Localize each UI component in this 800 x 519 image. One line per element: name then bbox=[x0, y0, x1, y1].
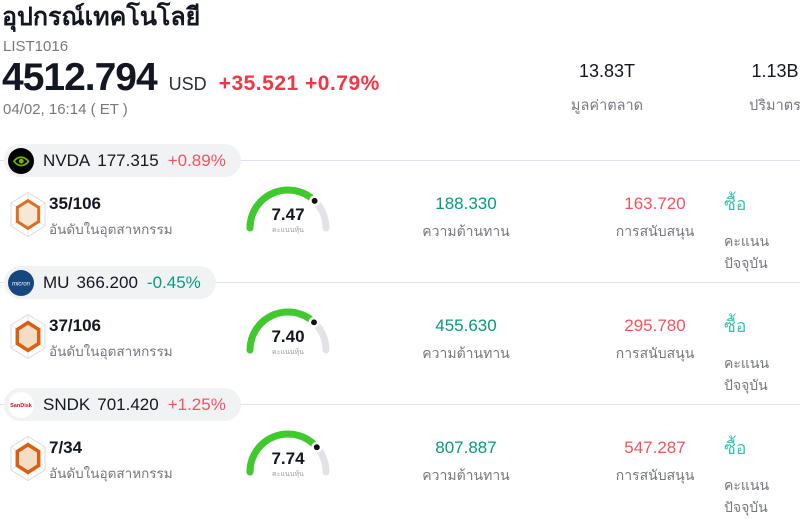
rating-column: ซื้อ คะแนนปัจจุบัน bbox=[724, 190, 800, 275]
index-currency: USD bbox=[168, 74, 207, 94]
stock-score-gauge: 7.40 คะแนนหุ้น bbox=[242, 304, 334, 360]
industry-rank-value: 7/34 bbox=[49, 438, 83, 457]
index-change: +35.521 +0.79% bbox=[218, 72, 380, 95]
industry-rank-value: 35/106 bbox=[49, 194, 101, 213]
support-column: 547.287 การสนับสนุน bbox=[585, 438, 725, 487]
support-value: 547.287 bbox=[624, 438, 686, 457]
index-price: 4512.794 bbox=[2, 56, 158, 99]
industry-rank-label: อันดับในอุตสาหกรรม bbox=[49, 466, 173, 481]
support-column: 163.720 การสนับสนุน bbox=[585, 194, 725, 243]
stock-score-value: 7.40 bbox=[271, 327, 305, 346]
ticker-change: +1.25% bbox=[167, 394, 226, 414]
resistance-label: ความต้านทาน bbox=[422, 467, 510, 483]
page-title: อุปกรณ์เทคโนโลยี bbox=[2, 3, 201, 31]
stat-market-cap: 13.83T มูลค่าตลาด bbox=[552, 61, 662, 117]
support-label: การสนับสนุน bbox=[615, 467, 695, 483]
industry-rank-label: อันดับในอุตสาหกรรม bbox=[49, 344, 173, 359]
support-value: 163.720 bbox=[624, 194, 686, 213]
rating-column: ซื้อ คะแนนปัจจุบัน bbox=[724, 312, 800, 397]
ticker-change: -0.45% bbox=[146, 272, 201, 292]
industry-rank-label: อันดับในอุตสาหกรรม bbox=[49, 222, 173, 237]
sandisk-logo-icon: SanDisk bbox=[8, 391, 34, 418]
ticker-price: 701.420 bbox=[97, 394, 159, 414]
stock-score-label: คะแนนหุ้น bbox=[272, 471, 304, 478]
rating-label: คะแนนปัจจุบัน bbox=[724, 233, 770, 271]
ticker-change: +0.89% bbox=[167, 150, 226, 170]
support-value: 295.780 bbox=[624, 316, 686, 335]
resistance-value: 455.630 bbox=[435, 316, 497, 335]
market-cap-value: 13.83T bbox=[578, 61, 636, 81]
support-column: 295.780 การสนับสนุน bbox=[585, 316, 725, 365]
ticker-symbol: MU bbox=[43, 272, 70, 292]
industry-rank-block: 35/106 อันดับในอุตสาหกรรม bbox=[49, 194, 173, 240]
stock-score-gauge: 7.47 คะแนนหุ้น bbox=[242, 182, 334, 238]
industry-rank-hexagon-icon bbox=[10, 435, 46, 482]
gauge-arc bbox=[246, 186, 330, 232]
industry-rank-hexagon-icon bbox=[10, 191, 46, 238]
stock-score-label: คะแนนหุ้น bbox=[272, 227, 304, 234]
industry-rank-hexagon-icon bbox=[10, 313, 46, 360]
resistance-label: ความต้านทาน bbox=[422, 345, 510, 361]
ticker-symbol: SNDK bbox=[43, 394, 91, 414]
stock-row-mu: micron MU 366.200 -0.45% 37/106 อันดับใน… bbox=[0, 266, 800, 393]
ticker-pill-nvda[interactable]: NVDA 177.315 +0.89% bbox=[4, 144, 241, 177]
ticker-symbol: NVDA bbox=[43, 150, 91, 170]
index-price-line: 4512.794 USD +35.521 +0.79% bbox=[2, 56, 380, 100]
resistance-value: 188.330 bbox=[435, 194, 497, 213]
gauge-arc bbox=[246, 430, 330, 476]
rating-column: ซื้อ คะแนนปัจจุบัน bbox=[724, 434, 800, 519]
tech-index-widget: { "header": { "title": "อุปกรณ์เทคโนโลยี… bbox=[0, 3, 800, 515]
stock-score-value: 7.47 bbox=[271, 205, 305, 224]
resistance-value: 807.887 bbox=[435, 438, 497, 457]
ticker-pill-sndk[interactable]: SanDisk SNDK 701.420 +1.25% bbox=[4, 388, 241, 421]
industry-rank-block: 37/106 อันดับในอุตสาหกรรม bbox=[49, 316, 173, 362]
rating-label: คะแนนปัจจุบัน bbox=[724, 355, 770, 393]
market-cap-label: มูลค่าตลาด bbox=[570, 98, 644, 114]
symbol-code: LIST1016 bbox=[3, 38, 69, 55]
resistance-column: 455.630 ความต้านทาน bbox=[396, 316, 536, 365]
nvidia-eye-logo-icon bbox=[8, 147, 34, 174]
volume-label: ปริมาตร bbox=[749, 98, 800, 114]
stock-score-gauge: 7.74 คะแนนหุ้น bbox=[242, 426, 334, 482]
buy-rating-link[interactable]: ซื้อ bbox=[724, 194, 747, 214]
svg-text:micron: micron bbox=[12, 281, 31, 287]
ticker-price: 366.200 bbox=[76, 272, 138, 292]
buy-rating-link[interactable]: ซื้อ bbox=[724, 316, 747, 336]
svg-text:SanDisk: SanDisk bbox=[10, 403, 33, 409]
industry-rank-value: 37/106 bbox=[49, 316, 101, 335]
resistance-label: ความต้านทาน bbox=[422, 223, 510, 239]
volume-value: 1.13B bbox=[751, 61, 799, 81]
gauge-arc bbox=[246, 308, 330, 354]
stat-volume: 1.13B ปริมาตร bbox=[720, 61, 800, 117]
stock-row-sndk: SanDisk SNDK 701.420 +1.25% 7/34 อันดับใ… bbox=[0, 388, 800, 515]
stock-row-nvda: NVDA 177.315 +0.89% 35/106 อันดับในอุตสา… bbox=[0, 144, 800, 271]
industry-rank-block: 7/34 อันดับในอุตสาหกรรม bbox=[49, 438, 173, 484]
divider bbox=[0, 160, 800, 161]
quote-datetime: 04/02, 16:14 ( ET ) bbox=[3, 101, 128, 118]
divider bbox=[0, 404, 800, 405]
ticker-price: 177.315 bbox=[97, 150, 159, 170]
buy-rating-link[interactable]: ซื้อ bbox=[724, 438, 747, 458]
resistance-column: 188.330 ความต้านทาน bbox=[396, 194, 536, 243]
ticker-pill-mu[interactable]: micron MU 366.200 -0.45% bbox=[4, 266, 216, 299]
resistance-column: 807.887 ความต้านทาน bbox=[396, 438, 536, 487]
support-label: การสนับสนุน bbox=[615, 223, 695, 239]
stock-score-value: 7.74 bbox=[271, 449, 305, 468]
micron-logo-icon: micron bbox=[8, 269, 34, 296]
divider bbox=[0, 282, 800, 283]
rating-label: คะแนนปัจจุบัน bbox=[724, 477, 770, 515]
stock-score-label: คะแนนหุ้น bbox=[272, 349, 304, 356]
support-label: การสนับสนุน bbox=[615, 345, 695, 361]
